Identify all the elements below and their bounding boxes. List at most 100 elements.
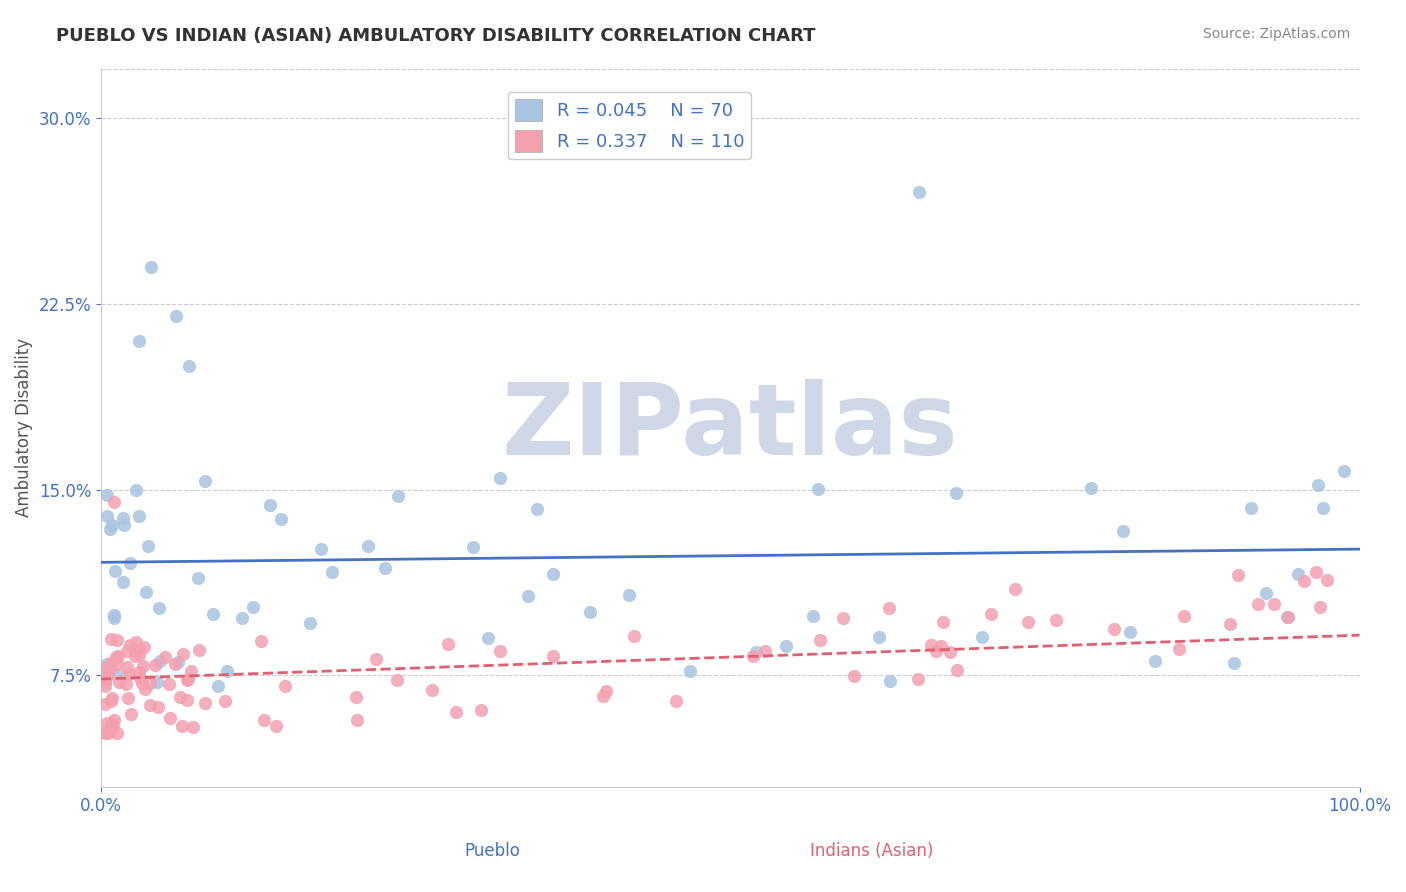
Point (104, 564, 127, 578)
Point (100, 632, 122, 646)
Point (623, 629, 645, 643)
Point (177, 359, 200, 373)
Point (374, 560, 396, 574)
Point (217, 665, 239, 679)
Point (1168, 642, 1191, 657)
Point (231, 610, 253, 624)
Point (108, 675, 131, 690)
Point (1102, 622, 1125, 636)
Point (136, 539, 159, 553)
Point (436, 637, 458, 651)
Point (167, 655, 190, 669)
Point (1017, 615, 1039, 629)
Text: Source: ZipAtlas.com: Source: ZipAtlas.com (1202, 27, 1350, 41)
Point (970, 630, 993, 644)
Point (97, 726, 120, 740)
Point (181, 720, 204, 734)
Point (128, 642, 150, 657)
Point (187, 643, 209, 657)
Point (1119, 625, 1142, 640)
Point (1254, 585, 1277, 599)
Point (103, 720, 125, 734)
Point (346, 713, 368, 727)
Point (157, 676, 180, 690)
Point (1275, 610, 1298, 624)
Point (1227, 567, 1250, 582)
Point (1080, 481, 1102, 495)
Point (93, 697, 115, 711)
Point (118, 556, 141, 570)
Point (488, 644, 510, 658)
Point (93, 660, 115, 674)
Point (1294, 574, 1316, 589)
Point (128, 508, 150, 523)
Point (264, 718, 287, 732)
Point (387, 489, 409, 503)
Point (1333, 464, 1355, 478)
Point (1309, 600, 1331, 615)
Point (100, 694, 122, 708)
Point (665, 694, 688, 708)
Point (1277, 610, 1299, 624)
Point (1305, 566, 1327, 580)
Point (463, 540, 485, 554)
Point (679, 664, 702, 678)
Point (101, 717, 124, 731)
Point (945, 486, 967, 500)
Legend: R = 0.045    N = 70, R = 0.337    N = 110: R = 0.045 N = 70, R = 0.337 N = 110 (508, 92, 751, 160)
Point (117, 691, 139, 706)
Point (105, 657, 128, 672)
Point (1286, 567, 1309, 582)
Text: ZIPatlas: ZIPatlas (502, 379, 959, 476)
Point (1004, 582, 1026, 596)
Point (180, 664, 202, 678)
Point (311, 541, 333, 556)
Point (141, 260, 163, 274)
Point (907, 673, 929, 687)
Point (104, 666, 127, 681)
Point (194, 696, 217, 710)
Point (541, 566, 564, 581)
Point (1219, 616, 1241, 631)
Point (298, 616, 321, 631)
Point (96, 488, 118, 502)
Point (250, 634, 273, 648)
Point (169, 690, 191, 704)
Point (420, 683, 443, 698)
Point (121, 707, 143, 722)
Point (105, 632, 128, 647)
Point (808, 633, 831, 648)
Point (100, 657, 122, 671)
Point (274, 679, 297, 693)
Point (924, 644, 946, 658)
Point (146, 700, 169, 714)
Point (745, 645, 768, 659)
Point (143, 657, 166, 672)
Point (194, 474, 217, 488)
Point (100, 518, 122, 533)
Point (96, 716, 118, 731)
Point (125, 483, 148, 497)
Point (877, 601, 900, 615)
Point (111, 575, 134, 590)
Point (176, 693, 198, 707)
Point (832, 611, 855, 625)
Point (94, 726, 117, 740)
Point (946, 663, 969, 677)
Point (139, 698, 162, 713)
Point (101, 691, 124, 706)
Point (96, 672, 118, 686)
Point (93, 673, 115, 688)
Point (444, 706, 467, 720)
Point (921, 638, 943, 652)
Point (741, 648, 763, 663)
Point (131, 676, 153, 690)
Point (103, 611, 125, 625)
Point (112, 518, 135, 533)
Point (980, 607, 1002, 621)
Point (128, 665, 150, 679)
Point (932, 615, 955, 629)
Point (242, 599, 264, 614)
Point (103, 495, 125, 509)
Point (105, 726, 128, 740)
